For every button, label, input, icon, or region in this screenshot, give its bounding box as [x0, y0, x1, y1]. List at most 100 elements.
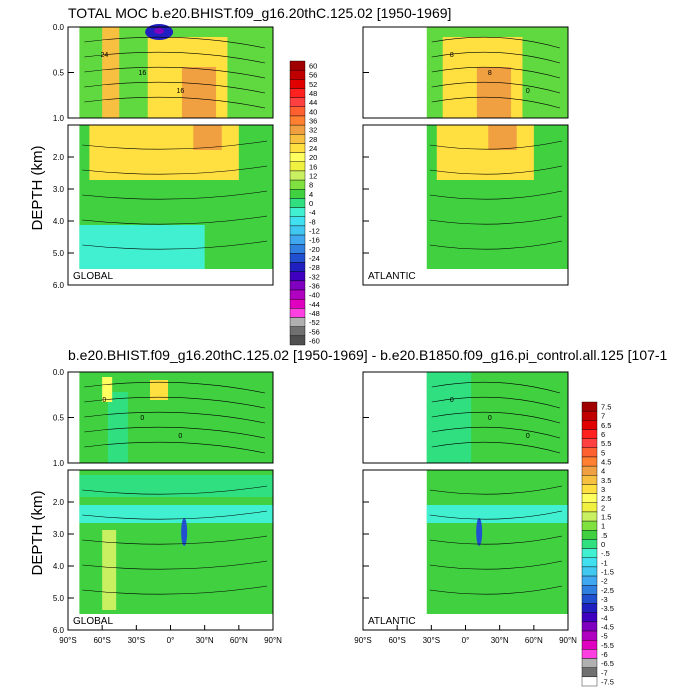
ytick-label: 3.0: [53, 530, 65, 539]
colorbar-label: 36: [309, 117, 317, 126]
xtick-label: 90°S: [354, 636, 371, 645]
colorbar-label: -36: [309, 281, 320, 290]
colorbar-cell: [581, 676, 598, 687]
contour-line: [431, 381, 561, 394]
colorbar-cell: [289, 262, 306, 272]
basin-label: GLOBAL: [73, 271, 113, 282]
colorbar-cell: [581, 603, 598, 613]
contour-line: [84, 36, 266, 49]
colorbar-cell: [289, 234, 306, 245]
colorbar-cell: [581, 639, 598, 650]
contour-label: 8: [488, 70, 492, 77]
colorbar-1: 60565248444036322824201612840-4-8-12-16-…: [289, 60, 320, 345]
colorbar-label: -48: [309, 309, 320, 318]
xtick-label: 30°N: [196, 636, 214, 645]
colorbar-label: -8: [309, 217, 316, 226]
colorbar-cell: [289, 326, 306, 337]
colorbar-label: -3.5: [601, 604, 614, 613]
colorbar-cell: [581, 420, 598, 430]
contour-line: [431, 96, 561, 109]
colorbar-cell: [581, 502, 598, 513]
colorbar-label: -1: [601, 558, 608, 567]
field-anomaly-core: [181, 518, 188, 546]
contour-line: [431, 411, 561, 424]
colorbar-label: -44: [309, 300, 320, 309]
colorbar-label: 5: [601, 448, 605, 457]
colorbar-label: 48: [309, 89, 317, 98]
ytick-label: 6.0: [53, 626, 65, 635]
colorbar-label: 3.5: [601, 476, 611, 485]
colorbar-cell: [581, 566, 598, 577]
colorbar-label: 44: [309, 98, 317, 107]
colorbar-label: 32: [309, 126, 317, 135]
panel-global-1: 24 16 16 0.0 0.5 1.0 2.0 3.0 4.0 5.0 6.0 GLOBAL: [53, 23, 274, 290]
xtick-label: 90°S: [59, 636, 76, 645]
field-nadw-core: [488, 125, 517, 150]
field-aabw-cell: [79, 225, 205, 269]
contour-line: [82, 140, 268, 150]
colorbar-label: -52: [309, 318, 320, 327]
colorbar-cell: [289, 161, 306, 172]
figure-title-1: TOTAL MOC b.e20.BHIST.f09_g16.20thC.125.…: [68, 5, 451, 21]
contour-label: 0: [526, 88, 530, 95]
contour-line: [431, 441, 561, 454]
xtick-label: 0°: [167, 636, 175, 645]
colorbar-label: -6: [601, 650, 608, 659]
colorbar-cell: [289, 124, 306, 135]
xtick-label: 60°N: [525, 636, 543, 645]
colorbar-label: 0: [601, 540, 605, 549]
colorbar-cell: [289, 198, 306, 208]
colorbar-label: 12: [309, 172, 317, 181]
contour-line: [84, 81, 266, 94]
colorbar-cell: [289, 179, 306, 190]
field-negative-peak: [154, 28, 165, 34]
colorbar-label: 4: [601, 467, 605, 476]
colorbar-cell: [289, 271, 306, 282]
colorbar-label: -24: [309, 254, 320, 263]
colorbar-label: 6.5: [601, 421, 611, 430]
contour-line: [84, 441, 266, 454]
contour-line: [82, 560, 268, 570]
panel-atlantic-1: 8 8 0 ATLANTIC: [362, 26, 569, 286]
colorbar-label: -2.5: [601, 586, 614, 595]
field-strong-cell: [476, 67, 512, 118]
colorbar-cell: [581, 475, 598, 485]
colorbar-label: 40: [309, 107, 317, 116]
xtick-label: 30°N: [491, 636, 509, 645]
colorbar-label: 16: [309, 162, 317, 171]
contour-line: [429, 585, 563, 595]
ytick-label: 0.0: [53, 368, 65, 377]
xtick-label: 60°S: [93, 636, 110, 645]
contour-line: [84, 411, 266, 424]
colorbar-label: -4: [309, 208, 316, 217]
contour-line: [429, 485, 563, 495]
contour-line: [429, 165, 563, 175]
colorbar-label: -1.5: [601, 567, 614, 576]
contour-line: [82, 585, 268, 595]
ytick-label: 2.0: [53, 498, 65, 507]
contour-line: [429, 215, 563, 225]
field-anomaly-pos: [102, 530, 117, 610]
colorbar-cell: [289, 244, 306, 254]
ytick-label: 1.0: [53, 114, 65, 123]
colorbar-cell: [289, 207, 306, 217]
contour-label: 16: [176, 88, 184, 95]
colorbar-cell: [581, 594, 598, 604]
colorbar-cell: [581, 667, 598, 678]
colorbar-cell: [289, 253, 306, 263]
xtick-label: 60°N: [230, 636, 248, 645]
xtick-label: 0°: [462, 636, 470, 645]
contour-line: [82, 535, 268, 545]
contour-label: 0: [526, 433, 530, 440]
contour-line: [82, 190, 268, 200]
colorbar-label: 56: [309, 71, 317, 80]
ytick-label: 2.0: [53, 153, 65, 162]
colorbar-cell: [581, 548, 598, 558]
contour-line: [431, 51, 561, 64]
xtick-label: 90°N: [559, 636, 577, 645]
contour-line: [84, 66, 266, 79]
contour-line: [429, 190, 563, 200]
contour-line: [82, 215, 268, 225]
ytick-label: 4.0: [53, 217, 65, 226]
colorbar-label: -40: [309, 291, 320, 300]
